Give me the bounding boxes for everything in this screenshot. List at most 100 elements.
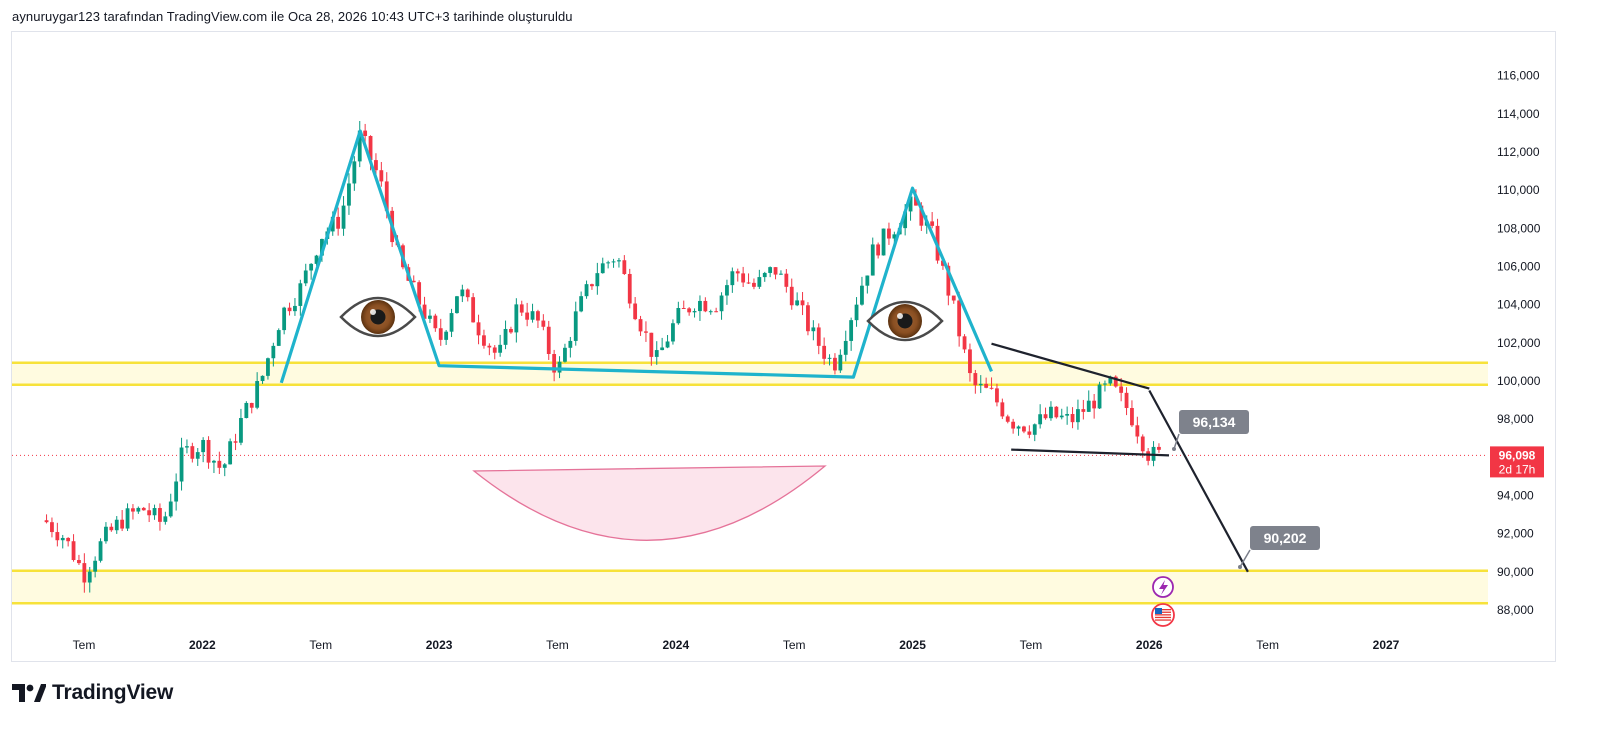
candle-body	[460, 289, 465, 297]
candle-body	[865, 275, 870, 286]
candle-body	[617, 260, 621, 262]
candle-body	[525, 312, 530, 320]
candle-body	[465, 289, 470, 298]
candle-body	[1113, 376, 1118, 387]
candle-body	[433, 315, 438, 329]
candle-body	[519, 304, 524, 313]
candle-body	[163, 516, 168, 522]
y-axis-tick-label: 94,000	[1497, 488, 1534, 502]
candle-body	[1038, 414, 1043, 425]
candle-body	[876, 244, 881, 256]
candle-body	[1157, 446, 1161, 450]
candle-body	[179, 447, 184, 482]
candle-body	[973, 373, 978, 386]
candle-body	[384, 181, 389, 211]
price-callout-0: 96,134	[1172, 410, 1249, 451]
candle-body	[131, 508, 135, 512]
x-axis-tick-label: Tem	[1020, 638, 1043, 652]
candle-body	[476, 322, 481, 336]
candle-body	[55, 532, 60, 541]
candle-body	[293, 305, 297, 312]
y-axis-tick-label: 92,000	[1497, 527, 1534, 541]
annotation-line-0	[279, 129, 993, 384]
candle-body	[1124, 392, 1129, 409]
candle-body	[1032, 424, 1037, 435]
x-axis-tick-label: 2027	[1373, 638, 1400, 652]
y-axis-tick-label: 100,000	[1497, 374, 1541, 388]
candle-body	[71, 541, 76, 561]
candle-body	[1016, 426, 1021, 429]
candle-body	[174, 481, 179, 502]
candle-body	[50, 522, 54, 533]
candle-body	[779, 273, 783, 275]
candle-body	[908, 196, 913, 212]
candle-body	[789, 286, 794, 306]
candle-body	[190, 446, 195, 459]
candle-body	[228, 441, 233, 465]
candle-body	[233, 441, 238, 443]
candle-body	[989, 387, 994, 389]
annotation-line-3	[1148, 389, 1249, 573]
candle-body	[827, 357, 832, 359]
candle-body	[303, 270, 308, 284]
candle-body	[363, 130, 368, 137]
y-axis-tick-label: 116,000	[1497, 69, 1540, 83]
price-callout-1: 90,202	[1238, 526, 1320, 569]
candle-body	[471, 297, 476, 323]
candle-body	[644, 331, 648, 333]
candle-body	[681, 308, 686, 310]
x-axis-tick-label: Tem	[309, 638, 332, 652]
candle-body	[498, 344, 503, 353]
candle-body	[941, 260, 945, 266]
candle-body	[946, 265, 951, 296]
tradingview-logo: TradingView	[12, 681, 173, 705]
candle-body	[109, 526, 114, 531]
candle-body	[746, 282, 751, 284]
price-callout-label: 90,202	[1264, 530, 1307, 546]
candle-body	[914, 196, 918, 206]
candle-body	[125, 508, 130, 529]
candle-body	[541, 320, 546, 327]
x-axis-tick-label: Tem	[783, 638, 806, 652]
candle-body	[1092, 400, 1097, 409]
annotation-line-1	[991, 342, 1150, 390]
chart-frame	[11, 31, 1556, 662]
candle-body	[93, 560, 98, 572]
y-axis-tick-label: 90,000	[1497, 565, 1534, 579]
candle-body	[185, 446, 189, 448]
candle-body	[309, 263, 314, 271]
candle-body	[579, 296, 584, 312]
candle-body	[341, 205, 346, 229]
candle-body	[714, 311, 719, 313]
candle-body	[428, 315, 432, 319]
candle-body	[606, 262, 611, 264]
candle-body	[573, 311, 578, 341]
candle-body	[244, 402, 249, 419]
candle-body	[222, 464, 227, 468]
candle-body	[1054, 406, 1059, 418]
x-axis-tick-label: Tem	[546, 638, 569, 652]
candle-body	[87, 571, 92, 583]
candle-body	[984, 383, 989, 388]
candle-body	[962, 336, 967, 350]
candle-body	[1108, 376, 1113, 384]
candle-body	[374, 160, 378, 171]
candle-body	[887, 228, 891, 239]
candle-body	[552, 354, 557, 373]
candle-body	[1043, 414, 1048, 419]
candle-body	[903, 211, 908, 229]
candle-body	[757, 277, 762, 287]
candle-body	[44, 520, 49, 523]
x-axis-tick-label: 2023	[426, 638, 453, 652]
candle-body	[833, 357, 837, 371]
candle-body	[195, 452, 200, 459]
candle-body	[1081, 409, 1086, 412]
candle-body	[870, 244, 875, 276]
candle-body	[336, 216, 341, 229]
candle-body	[719, 295, 724, 312]
lightning-event-icon	[1152, 576, 1174, 598]
candle-body	[995, 388, 999, 403]
y-axis-tick-label: 104,000	[1497, 298, 1541, 312]
